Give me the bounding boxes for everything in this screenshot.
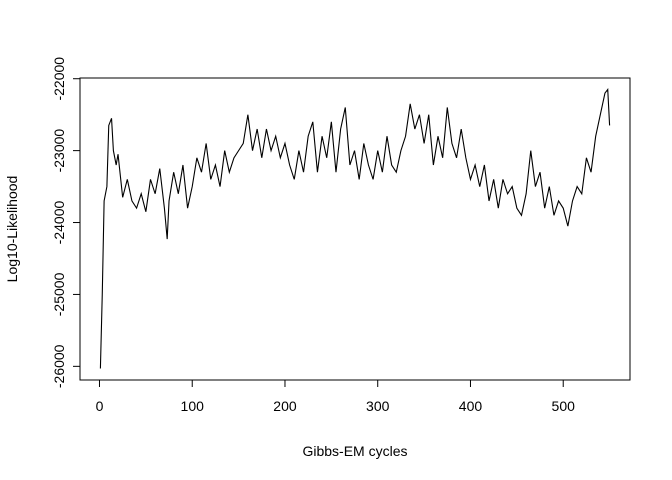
- x-tick-label: 400: [459, 398, 483, 414]
- y-tick-label: -25000: [51, 272, 67, 316]
- x-tick-label: 100: [181, 398, 205, 414]
- y-tick-label: -22000: [51, 57, 67, 101]
- y-tick-label: -23000: [51, 129, 67, 173]
- data-line: [99, 87, 611, 369]
- y-tick-label: -26000: [51, 344, 67, 388]
- plot-frame: [79, 77, 631, 381]
- x-tick-label: 0: [96, 398, 104, 414]
- y-tick-label: -24000: [51, 201, 67, 245]
- y-axis-label: Log10-Likelihood: [4, 176, 20, 283]
- x-tick-label: 200: [273, 398, 297, 414]
- x-tick-label: 300: [366, 398, 390, 414]
- x-tick-label: 500: [552, 398, 576, 414]
- x-axis-label: Gibbs-EM cycles: [302, 443, 407, 459]
